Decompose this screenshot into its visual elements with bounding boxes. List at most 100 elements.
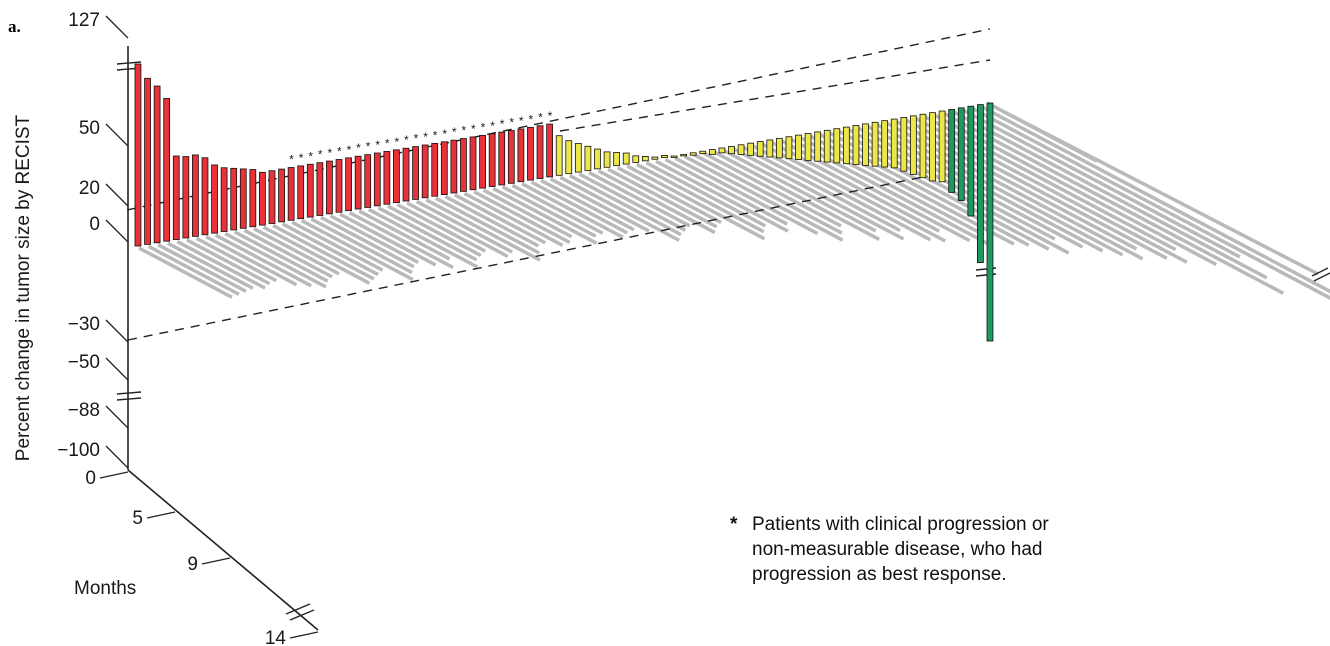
bar	[546, 123, 553, 178]
bar	[929, 112, 936, 182]
duration-bar	[750, 143, 932, 242]
duration-bar	[980, 105, 1330, 294]
y-axis-title: Percent change in tumor size by RECIST	[13, 114, 34, 461]
duration-bar	[942, 111, 1284, 295]
z-tick	[99, 471, 129, 479]
duration-bar	[166, 241, 254, 290]
duration-bar	[138, 246, 233, 299]
duration-bar	[224, 231, 327, 289]
duration-bar	[339, 212, 437, 267]
bar	[421, 144, 429, 199]
bar	[977, 104, 984, 264]
duration-bar	[147, 244, 240, 296]
bar	[948, 109, 956, 193]
duration-bar	[396, 203, 487, 253]
asterisk-mark: *	[356, 141, 361, 155]
bar	[479, 134, 486, 189]
asterisk-mark: *	[548, 109, 553, 123]
bar	[737, 144, 745, 155]
bar	[182, 156, 190, 239]
duration-bar	[683, 154, 844, 242]
duration-bar	[971, 106, 1330, 301]
bar	[278, 168, 285, 223]
y-tick	[105, 319, 129, 343]
y-tick	[105, 445, 129, 469]
y-tick-label: −50	[68, 352, 100, 373]
duration-bar	[549, 177, 650, 233]
bar	[163, 98, 171, 242]
bar	[440, 141, 448, 195]
bar	[335, 159, 343, 213]
duration-bar	[626, 164, 766, 241]
duration-bar	[913, 116, 1188, 264]
bar	[661, 155, 668, 159]
bar	[766, 139, 774, 158]
bar	[938, 110, 946, 183]
bar	[603, 151, 611, 168]
asterisk-mark: *	[528, 112, 533, 126]
bar	[756, 141, 764, 157]
duration-bar	[482, 188, 573, 239]
bar	[967, 105, 975, 217]
duration-bar	[415, 199, 514, 254]
bar	[785, 136, 793, 160]
z-tick-label: 9	[187, 554, 198, 575]
duration-bar	[578, 172, 687, 232]
bar	[268, 170, 276, 224]
z-tick	[289, 631, 319, 639]
bar	[986, 102, 994, 342]
bar	[306, 163, 314, 218]
bar	[708, 149, 716, 155]
duration-break-mark	[1313, 272, 1330, 282]
bar	[393, 149, 400, 204]
duration-bar	[329, 214, 420, 264]
bar	[172, 155, 180, 240]
bar	[862, 123, 869, 166]
asterisk-mark: *	[308, 149, 313, 163]
duration-bar	[986, 101, 1319, 276]
bar	[910, 115, 917, 175]
bar	[632, 155, 640, 163]
bar	[804, 133, 812, 161]
duration-bar	[779, 138, 971, 243]
bar	[507, 130, 515, 184]
duration-bar	[616, 166, 722, 225]
panel-label: a.	[8, 17, 21, 36]
duration-bar	[607, 167, 718, 229]
z-axis-break	[285, 603, 311, 615]
bar	[192, 154, 199, 237]
duration-bar	[214, 233, 313, 288]
bar	[220, 167, 228, 232]
z-tick	[201, 557, 231, 565]
bar	[498, 131, 506, 186]
bar	[670, 155, 678, 158]
duration-bar	[272, 223, 375, 281]
asterisk-mark: *	[509, 116, 514, 130]
duration-bar	[262, 225, 371, 285]
asterisk-markers: * * * * * * * * * * * * * * * * * * * * * * * * * * * *	[289, 109, 552, 166]
duration-bar	[473, 190, 571, 244]
bar	[287, 167, 295, 221]
duration-bar	[253, 227, 340, 276]
bar	[795, 134, 802, 160]
bar	[613, 152, 620, 167]
bar	[364, 154, 372, 208]
y-tick-label: 127	[68, 10, 100, 31]
asterisk-mark: *	[394, 135, 399, 149]
duration-bar	[205, 235, 298, 287]
bar	[900, 117, 908, 172]
bar	[775, 137, 783, 159]
bar	[402, 147, 410, 202]
y-tick-label: −30	[68, 314, 100, 335]
y-tick	[105, 219, 129, 243]
bar	[354, 155, 362, 210]
bar	[718, 147, 726, 154]
bar	[728, 145, 735, 155]
duration-bar	[367, 207, 479, 269]
duration-bar	[530, 180, 628, 235]
footnote-marker: *	[730, 514, 738, 535]
asterisk-mark: *	[500, 117, 505, 131]
duration-bar	[348, 211, 454, 269]
duration-bar	[731, 146, 905, 241]
